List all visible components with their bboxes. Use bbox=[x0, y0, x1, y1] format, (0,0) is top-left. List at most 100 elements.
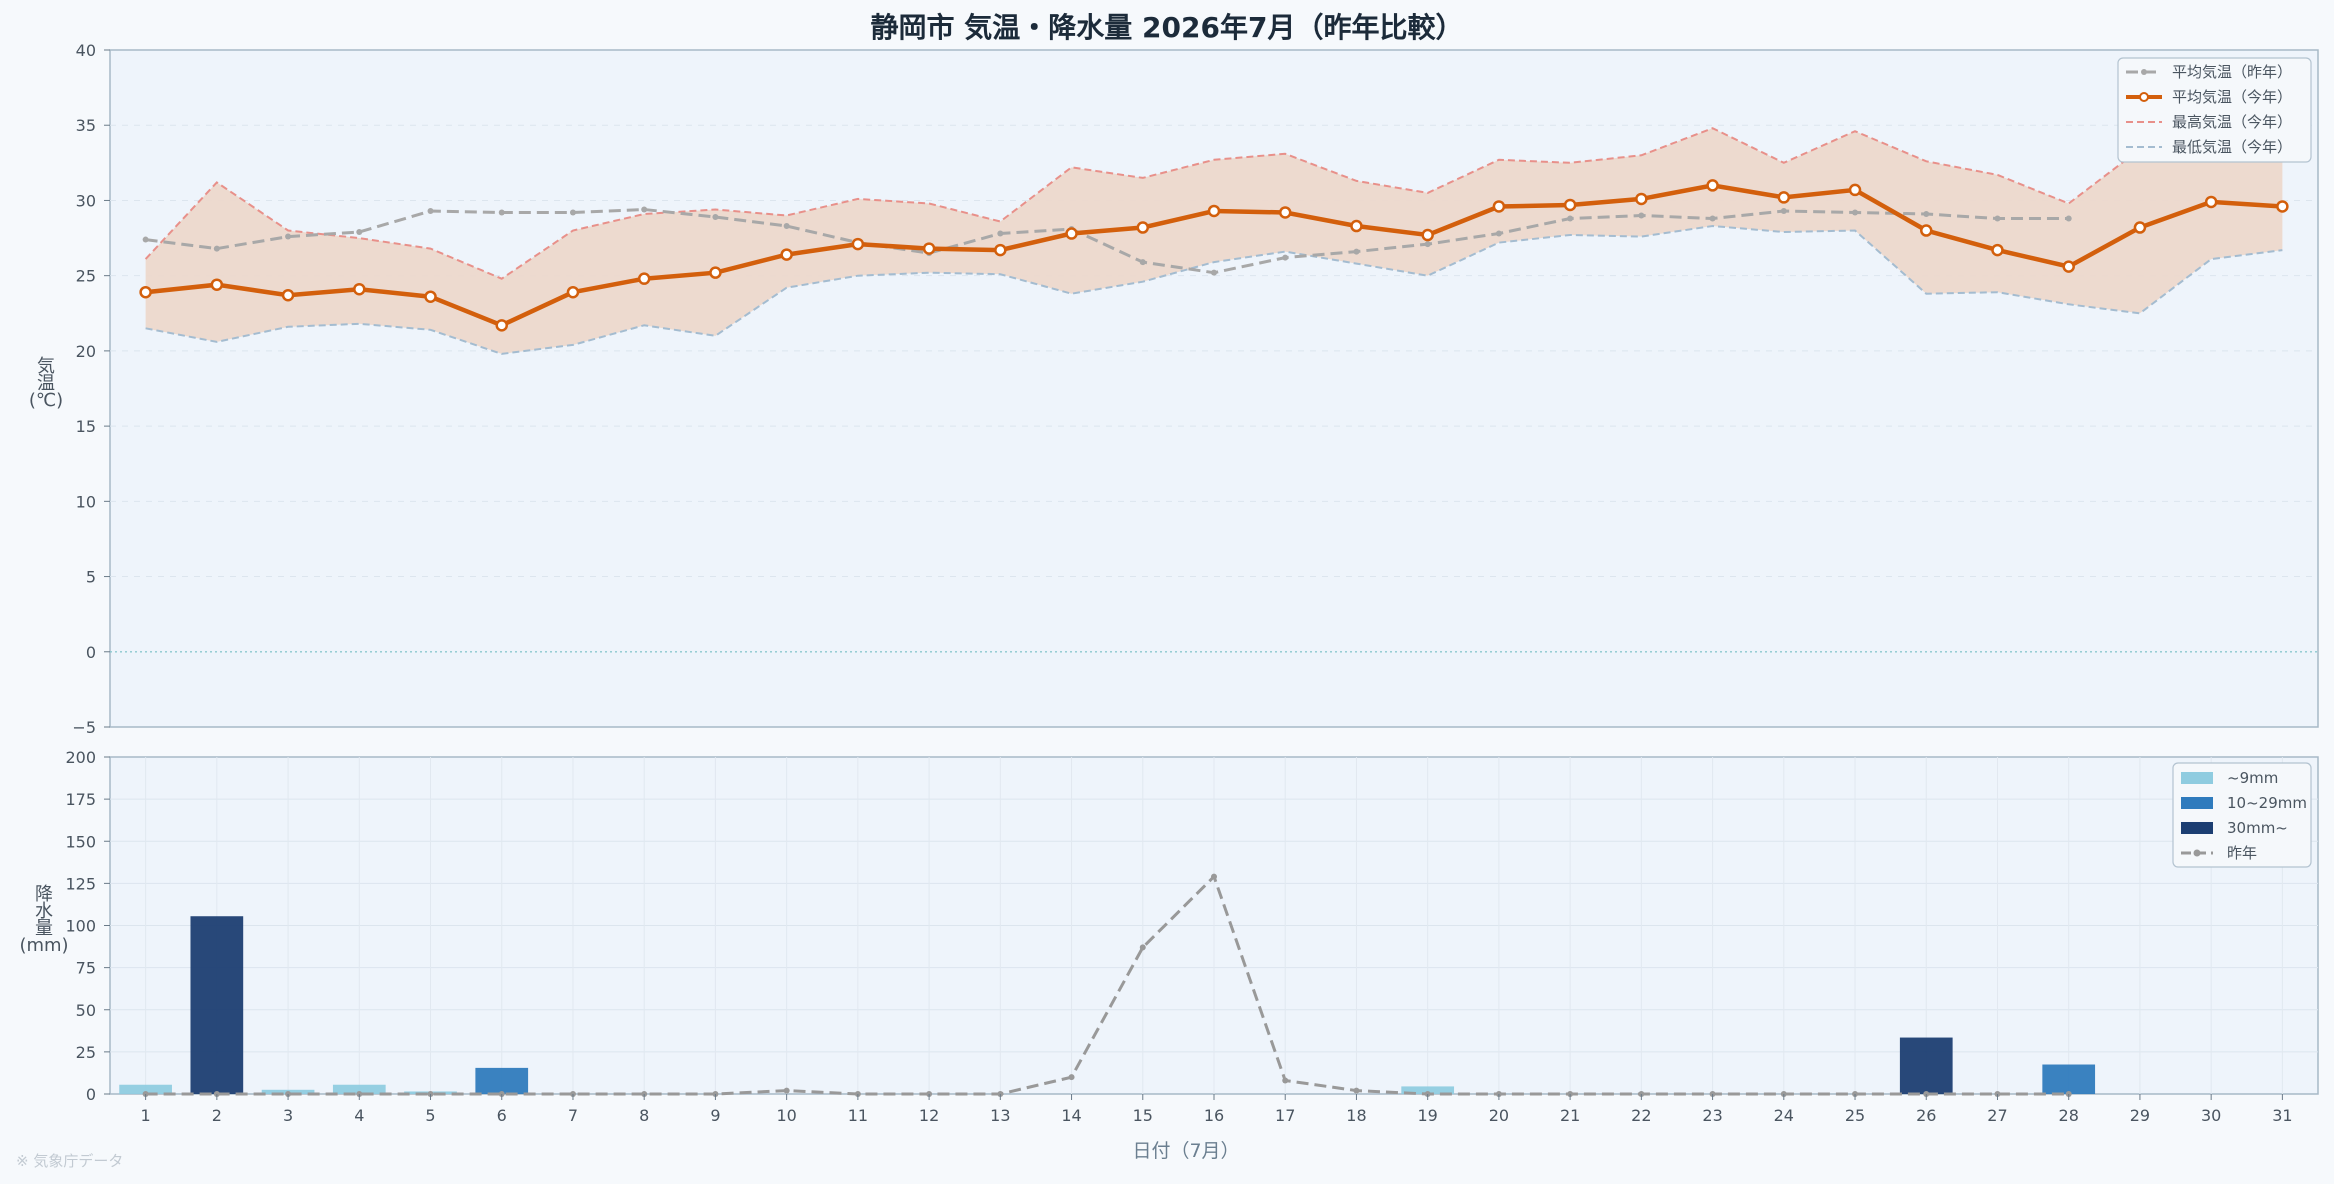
legend-marker bbox=[2139, 92, 2149, 102]
point-avg-last-year bbox=[2065, 215, 2072, 222]
point-avg-this-year bbox=[1848, 183, 1862, 197]
legend-label: 最低気温（今年） bbox=[2172, 138, 2292, 156]
point-avg-this-year bbox=[1777, 191, 1791, 204]
temperature-tick-label: 15 bbox=[76, 417, 96, 436]
temperature-tick-label: 30 bbox=[76, 191, 96, 210]
point-avg-this-year bbox=[780, 248, 793, 261]
x-tick-label: 23 bbox=[1702, 1106, 1722, 1125]
point-precip-last-year bbox=[1211, 873, 1217, 880]
temperature-tick-label: 20 bbox=[76, 342, 96, 361]
point-avg-last-year bbox=[1994, 215, 2001, 222]
point-avg-last-year bbox=[1211, 269, 1217, 276]
precipitation-bar bbox=[2042, 1064, 2096, 1094]
series-line-max-temp bbox=[144, 127, 2283, 280]
precipitation-tick-label: 175 bbox=[65, 790, 96, 809]
point-avg-this-year bbox=[2133, 221, 2147, 234]
point-avg-last-year bbox=[356, 229, 363, 236]
series-line-precip-last-year bbox=[145, 873, 2069, 1096]
temperature-legend: 平均気温（昨年） 平均気温（今年） 最高気温（今年） 最低気温（今年） bbox=[2117, 57, 2312, 163]
x-tick-label: 13 bbox=[990, 1106, 1010, 1125]
temperature-tick-label: 25 bbox=[76, 267, 96, 286]
precipitation-tick-label: 0 bbox=[86, 1085, 96, 1104]
precipitation-bar bbox=[1401, 1086, 1455, 1094]
point-avg-this-year bbox=[353, 282, 366, 296]
precipitation-bar bbox=[1899, 1037, 1953, 1094]
point-avg-this-year bbox=[1635, 192, 1648, 206]
temperature-tick-label: 5 bbox=[86, 568, 96, 587]
point-avg-last-year bbox=[569, 209, 576, 216]
point-avg-this-year bbox=[139, 285, 152, 299]
x-tick-label: 2 bbox=[212, 1106, 222, 1125]
point-avg-this-year bbox=[922, 242, 936, 255]
precipitation-bar bbox=[475, 1067, 529, 1094]
point-avg-this-year bbox=[1706, 179, 1719, 192]
precipitation-tick-label: 100 bbox=[65, 917, 96, 936]
legend-label: 平均気温（今年） bbox=[2172, 88, 2292, 106]
point-avg-this-year bbox=[1065, 227, 1078, 240]
point-avg-this-year bbox=[1991, 243, 2004, 257]
temperature-tick-label: −5 bbox=[72, 718, 96, 737]
point-avg-last-year bbox=[498, 209, 505, 216]
point-avg-last-year bbox=[1424, 241, 1431, 248]
legend-swatch bbox=[2181, 772, 2213, 784]
point-avg-this-year bbox=[495, 319, 508, 332]
precipitation-tick-label: 75 bbox=[76, 959, 96, 978]
point-avg-last-year bbox=[1353, 248, 1360, 255]
point-avg-this-year bbox=[1920, 224, 1933, 237]
series-line-avg-last-year bbox=[145, 207, 2069, 275]
point-avg-last-year bbox=[783, 223, 790, 230]
legend-label: 10~29mm bbox=[2227, 794, 2307, 812]
point-avg-last-year bbox=[1852, 209, 1859, 216]
x-tick-label: 8 bbox=[639, 1106, 649, 1125]
temperature-tick-label: 35 bbox=[76, 116, 96, 135]
x-tick-label: 15 bbox=[1133, 1106, 1153, 1125]
chart-title: 静岡市 気温・降水量 2026年7月（昨年比較） bbox=[871, 11, 1464, 44]
point-avg-last-year bbox=[427, 207, 434, 214]
point-avg-this-year bbox=[1563, 198, 1577, 212]
temperature-panel: −5 0 5 10 15 20 25 30 35 40 bbox=[72, 41, 2319, 737]
point-avg-last-year bbox=[1282, 254, 1289, 261]
point-avg-last-year bbox=[213, 245, 220, 252]
precipitation-tick-label: 125 bbox=[65, 874, 96, 893]
x-tick-label: 20 bbox=[1489, 1106, 1509, 1125]
legend-swatch bbox=[2181, 822, 2213, 834]
legend-swatch bbox=[2181, 797, 2213, 809]
point-avg-this-year bbox=[281, 288, 295, 302]
x-tick-label: 18 bbox=[1346, 1106, 1366, 1125]
x-tick-label: 19 bbox=[1417, 1106, 1437, 1125]
precipitation-bar bbox=[119, 1084, 172, 1094]
point-avg-last-year bbox=[1495, 230, 1502, 237]
point-avg-this-year bbox=[994, 243, 1007, 257]
legend-marker bbox=[2193, 849, 2201, 857]
x-tick-label: 12 bbox=[919, 1106, 939, 1125]
x-tick-label: 28 bbox=[2059, 1106, 2079, 1125]
x-tick-label: 3 bbox=[283, 1106, 293, 1125]
legend-label: ~9mm bbox=[2227, 769, 2278, 787]
point-avg-this-year bbox=[709, 266, 722, 279]
point-avg-last-year bbox=[1709, 215, 1716, 222]
x-tick-label: 25 bbox=[1845, 1106, 1865, 1125]
point-avg-last-year bbox=[1780, 207, 1787, 214]
x-tick-label: 29 bbox=[2130, 1106, 2150, 1125]
x-tick-label: 24 bbox=[1774, 1106, 1794, 1125]
point-avg-this-year bbox=[637, 272, 651, 285]
point-avg-this-year bbox=[566, 285, 580, 299]
x-tick-label: 11 bbox=[848, 1106, 868, 1125]
point-avg-this-year bbox=[210, 278, 224, 291]
x-tick-label: 9 bbox=[710, 1106, 720, 1125]
point-avg-last-year bbox=[1139, 259, 1146, 266]
point-avg-last-year bbox=[1923, 210, 1930, 217]
point-avg-this-year bbox=[1207, 204, 1221, 218]
point-avg-this-year bbox=[1350, 219, 1363, 233]
point-precip-last-year bbox=[1282, 1077, 1289, 1084]
x-tick-label: 17 bbox=[1275, 1106, 1295, 1125]
legend-label: 30mm~ bbox=[2227, 819, 2288, 837]
precipitation-tick-label: 50 bbox=[76, 1001, 96, 1020]
legend-label: 最高気温（今年） bbox=[2172, 113, 2292, 131]
legend-label: 昨年 bbox=[2227, 844, 2257, 862]
x-tick-label: 14 bbox=[1061, 1106, 1081, 1125]
precipitation-tick-label: 200 bbox=[65, 748, 96, 767]
x-tick-label: 21 bbox=[1560, 1106, 1580, 1125]
point-avg-this-year bbox=[424, 290, 437, 303]
